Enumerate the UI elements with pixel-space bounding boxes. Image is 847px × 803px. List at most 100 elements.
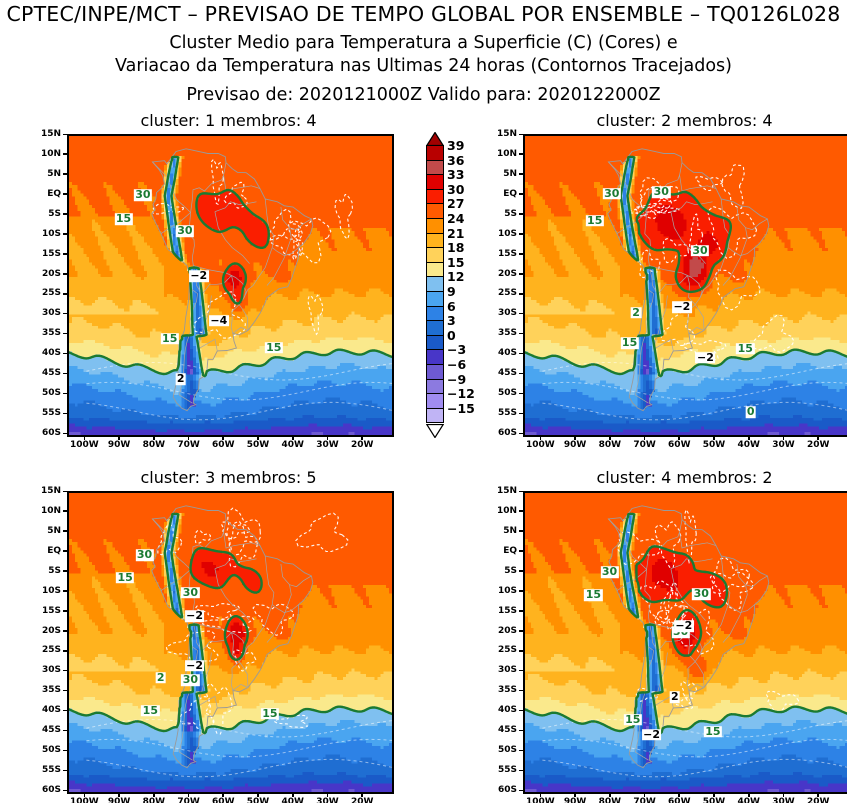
variation-contour-label: −2 [188,269,209,283]
colorbar-swatch [426,188,444,205]
y-tick [63,233,68,235]
y-axis-label: EQ [503,188,517,199]
y-axis-label: 15S [497,605,517,616]
x-tick [291,792,294,797]
x-tick [678,792,681,797]
y-axis-label: 40S [41,348,61,359]
map-panel-cluster-4[interactable] [523,491,847,794]
y-tick [519,173,524,175]
y-axis-label: 50S [497,388,517,399]
y-tick [519,769,524,772]
y-tick [519,510,524,513]
panel-title-cluster-2: cluster: 2 membros: 4 [596,111,773,130]
y-tick [63,630,68,632]
y-tick [63,669,68,672]
x-tick [574,435,576,440]
y-tick [63,729,68,732]
colorbar-swatch [426,159,444,176]
y-tick [63,530,68,532]
isotherm-label: 30 [181,673,200,687]
y-tick [63,352,68,355]
colorbar-under-arrow [425,423,445,440]
variation-contour-label: −2 [184,609,205,623]
x-axis-label: 80W [598,797,622,803]
colorbar-swatch [426,276,444,292]
x-axis-label: 20W [350,797,374,803]
y-tick [519,352,524,355]
y-axis-label: 10N [40,505,61,516]
y-axis-label: 15N [496,486,517,496]
x-axis-label: 90W [107,797,131,803]
y-axis-label: 10S [41,585,61,596]
y-tick [519,292,524,295]
x-tick [222,435,225,440]
colorbar-tick-label: −3 [447,342,467,358]
y-axis-label: 10S [497,228,517,239]
x-tick [643,792,646,797]
y-axis-label: 35S [41,685,61,696]
y-axis-label: 40S [497,705,517,716]
y-axis-label: 5S [504,565,517,576]
y-tick [63,610,68,612]
y-axis-label: 5S [48,565,61,576]
x-axis-label: 60W [212,797,235,803]
y-tick [63,213,68,215]
y-tick [519,590,524,592]
y-axis-label: 60S [497,428,517,438]
y-axis-label: 15N [496,129,517,139]
forecast-dates-line: Previsao de: 2020121000Z Valido para: 20… [186,85,661,105]
y-axis-label: 15S [41,248,61,259]
y-tick [519,133,524,136]
y-tick [519,709,524,712]
colorbar-swatch [426,407,444,424]
x-tick [817,792,819,797]
x-axis-label: 100W [526,797,555,803]
x-tick [291,435,294,440]
colorbar-tick-label: 12 [447,269,465,285]
y-tick [519,253,524,255]
y-axis-label: 60S [41,428,61,438]
colorbar-swatch [426,145,444,161]
x-tick [187,792,190,797]
isotherm-label: 15 [620,336,639,350]
x-tick [118,792,120,797]
y-axis-label: 25S [497,288,517,299]
y-tick [63,649,68,652]
colorbar-tick-label: 6 [447,298,456,314]
x-tick [187,435,190,440]
isotherm-label: 15 [160,332,179,346]
panel-title-cluster-4: cluster: 4 membros: 2 [596,468,773,487]
y-axis-label: 45S [497,725,517,736]
x-axis-label: 70W [177,440,200,450]
colorbar-swatch [426,364,444,380]
x-tick [609,435,611,440]
x-axis-label: 30W [316,440,339,450]
colorbar-tick-label: −6 [447,357,467,372]
x-axis-label: 100W [70,797,99,803]
map-panel-cluster-2[interactable] [523,134,847,437]
isotherm-label: 30 [181,585,200,599]
isotherm-label: 15 [115,570,135,584]
y-axis-label: 55S [41,765,61,776]
y-tick [519,332,524,335]
y-tick [63,292,68,295]
map-panel-cluster-3[interactable] [67,491,394,794]
colorbar-tick-label: 24 [447,211,465,226]
colorbar-swatch [426,247,444,263]
x-axis-label: 80W [142,797,166,803]
isotherm-label: 15 [260,706,279,720]
y-axis-label: 30S [41,665,61,676]
colorbar-tick-label: 9 [447,284,456,299]
y-axis-label: 20S [497,268,517,279]
y-tick [519,392,524,395]
isotherm-label: 2 [630,306,642,320]
x-tick [713,792,715,797]
colorbar-swatch [426,378,444,395]
x-axis-label: 70W [177,797,200,803]
x-axis-label: 60W [212,440,235,450]
y-axis-label: 60S [41,785,61,795]
isotherm-label: 15 [623,712,642,726]
map-panel-cluster-1[interactable] [67,134,394,437]
y-tick [519,233,524,235]
variation-contour-label: −2 [184,659,205,673]
